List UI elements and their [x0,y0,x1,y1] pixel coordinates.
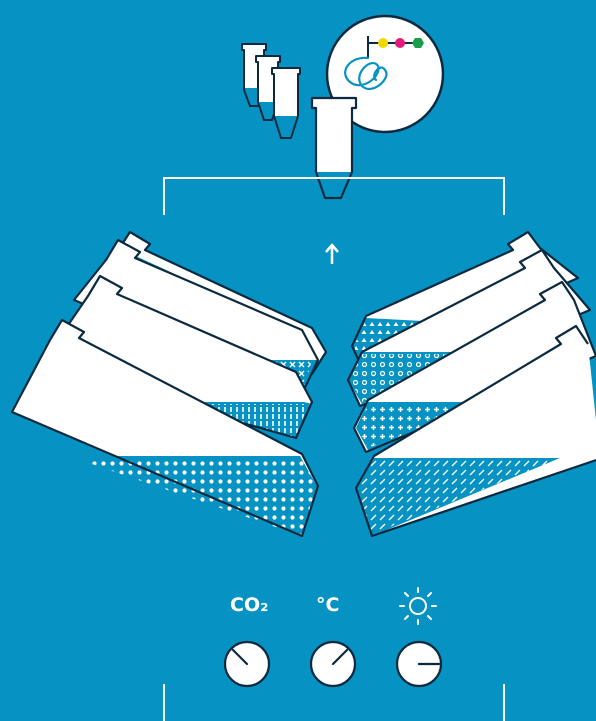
bottom-bracket [163,684,505,721]
dna-scribble [344,56,388,90]
central-tube [310,96,358,200]
culture-flask [10,318,320,538]
microtube [271,67,301,139]
molecule-bead [412,38,424,48]
temperature-label: °C [316,594,340,616]
co2-dial[interactable] [223,640,271,688]
temperature-dial-pointer [331,648,349,666]
top-bracket [163,177,505,215]
microtube-group [241,43,301,139]
temperature-dial[interactable] [309,640,357,688]
arrow-up-icon [325,243,339,264]
molecule-bead [378,38,388,48]
left-flask-stack [10,230,328,538]
co2-label: CO₂ [230,594,269,616]
culture-flask [354,324,596,538]
molecule-bead [395,38,405,48]
light-dial[interactable] [395,640,443,688]
sun-icon [399,587,437,625]
right-flask-stack [346,230,596,538]
co2-dial-pointer [231,648,249,666]
